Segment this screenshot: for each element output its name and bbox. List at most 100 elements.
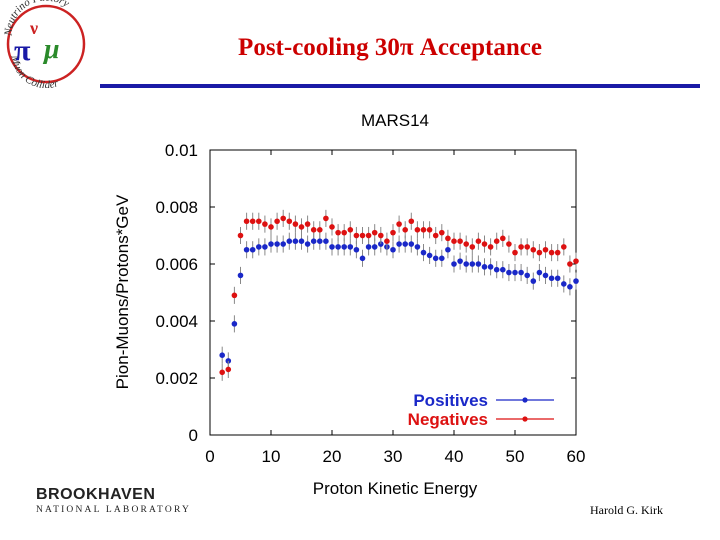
- y-tick-label: 0: [189, 426, 198, 445]
- data-point-negatives: [451, 238, 457, 244]
- data-point-positives: [573, 278, 579, 284]
- data-point-negatives: [280, 215, 287, 222]
- data-point-positives: [353, 246, 360, 253]
- data-point-positives: [451, 261, 457, 267]
- data-point-negatives: [487, 244, 494, 250]
- data-point-negatives: [481, 241, 488, 247]
- data-point-negatives: [329, 224, 335, 230]
- legend-label-positives: Positives: [413, 391, 488, 410]
- series-group: [219, 209, 579, 381]
- data-point-negatives: [475, 238, 482, 244]
- data-point-positives: [396, 241, 402, 247]
- data-point-positives: [512, 269, 518, 276]
- data-point-positives: [341, 244, 348, 250]
- y-ticks: 0 0.002 0.004 0.006 0.008 0.01: [155, 141, 576, 445]
- bnl-logo-bottom: NATIONAL LABORATORY: [36, 505, 192, 515]
- data-point-positives: [231, 321, 238, 327]
- data-point-positives: [536, 269, 543, 276]
- data-point-negatives: [304, 221, 311, 227]
- data-point-positives: [347, 244, 354, 250]
- y-tick-label: 0.008: [155, 198, 198, 217]
- data-point-positives: [298, 238, 305, 244]
- data-point-negatives: [439, 229, 445, 236]
- author-name: Harold G. Kirk: [590, 503, 663, 517]
- data-point-negatives: [402, 227, 409, 233]
- logo-pi-symbol: π: [14, 34, 31, 67]
- data-point-negatives: [561, 244, 567, 250]
- data-point-positives: [500, 266, 506, 273]
- y-tick-label: 0.004: [155, 312, 198, 331]
- data-point-positives: [561, 281, 567, 287]
- data-point-negatives: [268, 224, 274, 230]
- data-point-positives: [457, 258, 463, 264]
- data-point-negatives: [286, 218, 293, 225]
- data-point-positives: [481, 264, 488, 270]
- data-point-positives: [286, 238, 293, 244]
- data-point-negatives: [335, 229, 341, 236]
- data-point-positives: [493, 266, 500, 273]
- data-point-negatives: [353, 232, 360, 239]
- data-point-positives: [255, 244, 262, 250]
- data-point-positives: [469, 261, 476, 267]
- data-point-positives: [542, 272, 549, 279]
- x-tick-label: 0: [205, 447, 214, 466]
- data-point-negatives: [255, 218, 262, 225]
- data-point-negatives: [359, 232, 366, 239]
- y-tick-label: 0.01: [165, 141, 198, 160]
- data-point-positives: [408, 241, 415, 247]
- data-point-negatives: [426, 227, 433, 233]
- series-negatives: [219, 209, 579, 381]
- data-point-negatives: [512, 249, 518, 256]
- data-point-negatives: [445, 235, 451, 242]
- data-point-positives: [274, 241, 280, 247]
- data-point-positives: [530, 278, 537, 284]
- data-point-positives: [365, 244, 372, 250]
- data-point-negatives: [524, 244, 530, 250]
- data-point-positives: [310, 238, 317, 244]
- x-axis-label: Proton Kinetic Energy: [313, 479, 478, 498]
- data-point-positives: [426, 252, 433, 259]
- title-divider: [100, 84, 700, 88]
- data-point-negatives: [457, 238, 463, 244]
- y-axis-label: Pion-Muons/Protons*GeV: [113, 194, 132, 389]
- data-point-negatives: [420, 227, 427, 233]
- data-point-negatives: [274, 218, 280, 225]
- data-point-negatives: [298, 224, 305, 230]
- brookhaven-logo: BROOKHAVEN NATIONAL LABORATORY: [36, 486, 196, 515]
- data-point-positives: [262, 244, 268, 250]
- x-tick-label: 60: [567, 447, 586, 466]
- data-point-negatives: [536, 249, 543, 256]
- data-point-positives: [371, 244, 378, 250]
- data-point-negatives: [518, 244, 524, 250]
- data-point-positives: [487, 264, 494, 270]
- data-point-negatives: [500, 235, 506, 242]
- data-point-negatives: [231, 292, 238, 299]
- data-point-negatives: [219, 369, 225, 376]
- data-point-positives: [335, 244, 341, 250]
- data-point-negatives: [371, 229, 378, 236]
- data-point-negatives: [408, 218, 415, 225]
- data-point-negatives: [463, 241, 470, 247]
- data-point-positives: [402, 241, 409, 247]
- data-point-negatives: [469, 244, 476, 250]
- data-point-negatives: [414, 227, 421, 233]
- x-tick-label: 20: [323, 447, 342, 466]
- data-point-positives: [280, 241, 287, 247]
- data-point-positives: [359, 255, 366, 262]
- logo-mu-symbol: μ: [42, 34, 60, 65]
- data-point-negatives: [225, 366, 232, 373]
- series-positives: [219, 232, 579, 370]
- plot-frame: [209, 149, 577, 436]
- bnl-logo-top: BROOKHAVEN: [36, 486, 156, 503]
- data-point-negatives: [341, 229, 348, 236]
- data-point-negatives: [432, 232, 439, 239]
- data-point-positives: [304, 241, 311, 247]
- legend: Positives Negatives: [408, 391, 554, 429]
- data-point-negatives: [554, 249, 561, 256]
- data-point-positives: [518, 269, 524, 276]
- data-point-positives: [268, 241, 274, 247]
- legend-marker-positives: [522, 397, 528, 403]
- data-point-positives: [219, 352, 225, 359]
- data-point-negatives: [262, 221, 268, 227]
